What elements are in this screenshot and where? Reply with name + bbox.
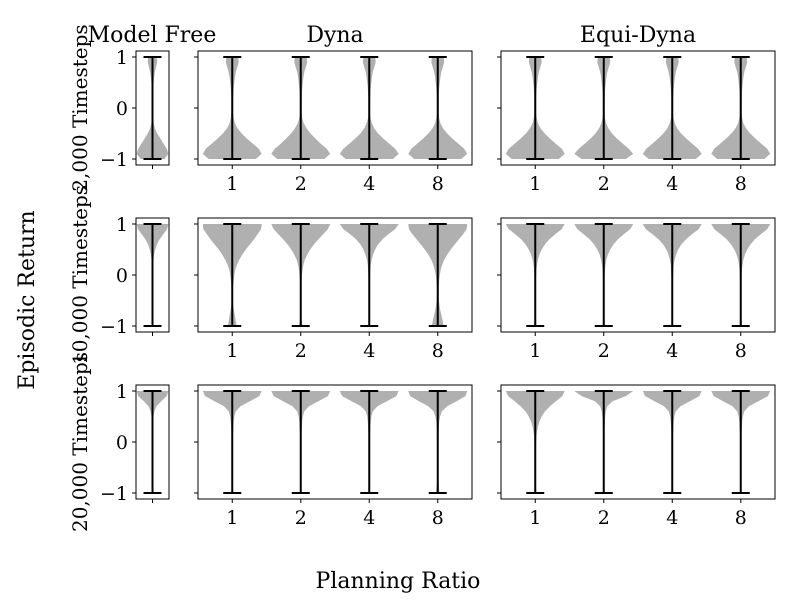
panel-r2-2: 1 2 4 8 bbox=[497, 384, 776, 529]
x-tick-label: 4 bbox=[666, 507, 678, 529]
row-label-1: 10,000 Timesteps bbox=[68, 185, 92, 365]
y-tick-label: 0 bbox=[116, 432, 128, 454]
y-axis-label: Episodic Return bbox=[15, 210, 40, 389]
row-label-0: 2,000 Timesteps bbox=[68, 24, 92, 191]
x-tick-label: 2 bbox=[295, 507, 307, 529]
x-tick-label: 1 bbox=[226, 340, 238, 362]
y-tick-label: 1 bbox=[116, 381, 128, 403]
column-title-equi-dyna: Equi-Dyna bbox=[580, 23, 696, 48]
y-tick-label: −1 bbox=[100, 483, 128, 505]
panel-r0-0: 1 0 −1 bbox=[100, 47, 170, 171]
x-tick-label: 4 bbox=[666, 340, 678, 362]
x-tick-label: 8 bbox=[432, 340, 444, 362]
x-tick-label: 4 bbox=[666, 173, 678, 195]
panel-r0-1: 1 2 4 8 bbox=[194, 50, 473, 195]
y-tick-label: −1 bbox=[100, 149, 128, 171]
x-tick-label: 1 bbox=[529, 173, 541, 195]
x-tick-label: 2 bbox=[598, 507, 610, 529]
panel-r1-1: 1 2 4 8 bbox=[194, 217, 473, 362]
x-tick-label: 8 bbox=[432, 173, 444, 195]
x-tick-label: 8 bbox=[735, 173, 747, 195]
panel-r1-2: 1 2 4 8 bbox=[497, 217, 776, 362]
x-tick-label: 4 bbox=[363, 507, 375, 529]
y-tick-label: 1 bbox=[116, 214, 128, 236]
x-tick-label: 2 bbox=[598, 340, 610, 362]
panel-r2-0: 1 0 −1 bbox=[100, 381, 170, 505]
x-tick-label: 2 bbox=[295, 173, 307, 195]
x-tick-label: 4 bbox=[363, 340, 375, 362]
x-tick-label: 2 bbox=[295, 340, 307, 362]
panel-r2-1: 1 2 4 8 bbox=[194, 384, 473, 529]
column-title-model-free: Model Free bbox=[88, 23, 217, 48]
x-tick-label: 8 bbox=[432, 507, 444, 529]
x-tick-label: 8 bbox=[735, 507, 747, 529]
x-tick-label: 1 bbox=[226, 507, 238, 529]
x-tick-label: 2 bbox=[598, 173, 610, 195]
x-tick-label: 8 bbox=[735, 340, 747, 362]
row-label-2: 20,000 Timesteps bbox=[68, 352, 92, 532]
x-axis-label: Planning Ratio bbox=[316, 569, 481, 594]
y-tick-label: −1 bbox=[100, 316, 128, 338]
panel-r1-0: 1 0 −1 bbox=[100, 214, 170, 338]
x-tick-label: 1 bbox=[226, 173, 238, 195]
y-tick-label: 0 bbox=[116, 98, 128, 120]
panels-layer: 10−11 2 4 8 1 2 4 810−11 2 4 8 1 2 4 810−11 2 4 8 1 2 4 8 bbox=[100, 47, 776, 529]
x-tick-label: 1 bbox=[529, 507, 541, 529]
column-title-dyna: Dyna bbox=[306, 23, 363, 48]
y-tick-label: 1 bbox=[116, 47, 128, 69]
x-tick-label: 4 bbox=[363, 173, 375, 195]
x-tick-label: 1 bbox=[529, 340, 541, 362]
y-tick-label: 0 bbox=[116, 265, 128, 287]
panel-r0-2: 1 2 4 8 bbox=[497, 50, 776, 195]
